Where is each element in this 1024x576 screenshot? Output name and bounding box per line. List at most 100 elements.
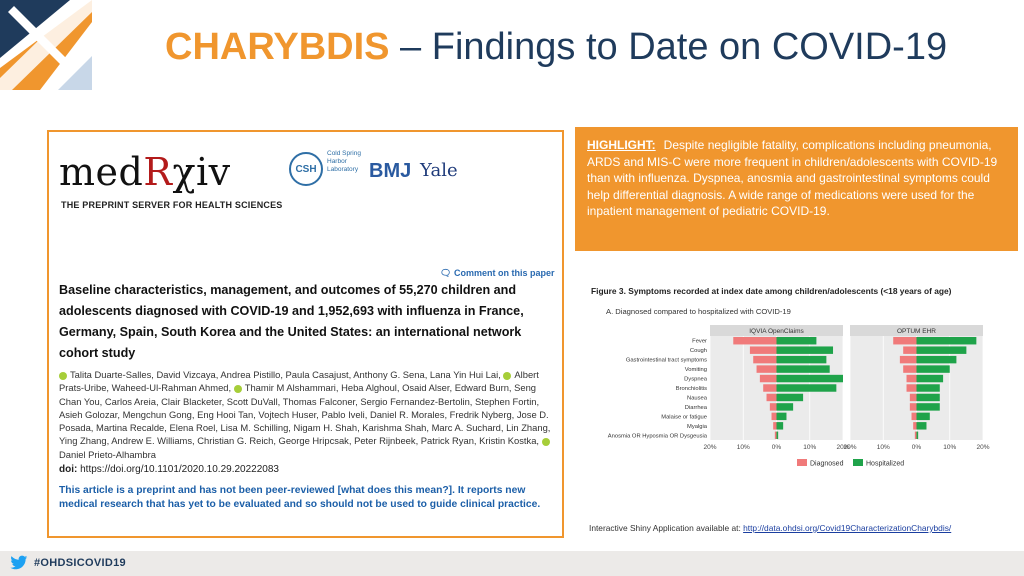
medrxiv-prefix: med (59, 150, 144, 194)
panel-header (850, 325, 983, 336)
doi-value[interactable]: https://doi.org/10.1101/2020.10.29.20222… (80, 464, 279, 475)
bar-diagnosed (906, 374, 917, 383)
shiny-link[interactable]: http://data.ohdsi.org/Covid19Characteriz… (743, 523, 952, 533)
bar-hospitalized (776, 412, 787, 421)
category-label: Nausea (687, 395, 708, 401)
bar-hospitalized (916, 403, 940, 411)
bar-diagnosed (899, 355, 917, 364)
orcid-icon (503, 371, 512, 380)
bar-diagnosed (756, 365, 777, 373)
paper-panel: medRχiv THE PREPRINT SERVER FOR HEALTH S… (47, 130, 564, 538)
bar-diagnosed (769, 403, 777, 411)
x-tick-label: 10% (737, 444, 750, 451)
panel-header (710, 325, 843, 336)
shiny-label: Interactive Shiny Application available … (589, 523, 741, 533)
yale-logo: Yale (420, 160, 458, 181)
bar-hospitalized (916, 346, 967, 354)
authors-c: Thamir M Alshammari, Heba Alghoul, Osaid… (59, 382, 551, 447)
highlight-box: HIGHLIGHT: Despite negligible fatality, c… (575, 127, 1018, 251)
doi-label: doi: (59, 464, 78, 475)
comment-link[interactable]: 🗨 Comment on this paper (440, 268, 554, 279)
bar-hospitalized (776, 384, 837, 392)
bar-diagnosed (759, 374, 777, 383)
bar-hospitalized (916, 431, 919, 439)
bar-diagnosed (909, 393, 917, 402)
bar-hospitalized (776, 337, 817, 345)
x-tick-label: 0% (772, 444, 782, 451)
figure-subtitle: A. Diagnosed compared to hospitalized wi… (606, 307, 791, 316)
category-label: Diarrhea (685, 405, 708, 411)
figure-title: Figure 3. Symptoms recorded at index dat… (591, 286, 952, 296)
bar-diagnosed (906, 384, 917, 392)
authors-a: Talita Duarte-Salles, David Vizcaya, And… (70, 369, 501, 380)
bar-hospitalized (776, 431, 779, 439)
bar-hospitalized (776, 422, 784, 430)
bar-hospitalized (916, 422, 927, 430)
bar-hospitalized (776, 403, 794, 411)
authors-b: Albert Prats-Uribe, Waheed-Ul-Rahman Ahm… (59, 369, 539, 394)
legend-label: Diagnosed (810, 461, 844, 468)
x-tick-label: 10% (803, 444, 816, 451)
bmj-logo: BMJ (369, 160, 412, 182)
bar-diagnosed (733, 337, 777, 345)
medrxiv-logo: medRχiv (59, 150, 231, 194)
authors-d: Daniel Prieto-Alhambra (59, 448, 156, 460)
panel-title: IQVIA OpenClaims (749, 328, 804, 335)
author-list: Talita Duarte-Salles, David Vizcaya, And… (59, 368, 557, 461)
shiny-line: Interactive Shiny Application available … (589, 523, 951, 533)
footer-hashtag: #OHDSICOVID19 (34, 557, 126, 569)
bar-diagnosed (763, 384, 777, 392)
paper-title: Baseline characteristics, management, an… (59, 283, 524, 360)
footer-bar (0, 551, 1024, 576)
bar-hospitalized (916, 393, 940, 402)
bar-diagnosed (903, 365, 917, 373)
bar-diagnosed (913, 422, 917, 430)
bar-diagnosed (771, 412, 777, 421)
category-label: Myalgia (687, 424, 708, 430)
x-tick-label: 20% (836, 444, 849, 451)
category-label: Vomiting (685, 367, 707, 373)
bar-diagnosed (893, 337, 917, 345)
bar-hospitalized (916, 374, 944, 383)
bar-diagnosed (749, 346, 777, 354)
medrxiv-tagline: THE PREPRINT SERVER FOR HEALTH SCIENCES (61, 200, 283, 210)
bar-diagnosed (914, 431, 917, 439)
bar-hospitalized (776, 355, 827, 364)
bar-hospitalized (916, 355, 957, 364)
orcid-icon (541, 438, 550, 446)
x-tick-label: 10% (943, 444, 956, 451)
bar-diagnosed (911, 412, 917, 421)
category-label: Gastrointestinal tract symptoms (626, 358, 707, 364)
comment-link-label: Comment on this paper (453, 268, 555, 278)
category-label: Anosmia OR Hyposmia OR Dysgeusia (608, 433, 708, 439)
bar-diagnosed (909, 403, 917, 411)
category-label: Cough (690, 348, 707, 354)
bar-diagnosed (766, 393, 777, 402)
bar-hospitalized (916, 365, 950, 373)
x-tick-label: 20% (843, 444, 856, 451)
bar-hospitalized (776, 374, 843, 383)
csh-name: Cold Spring Harbor Laboratory (327, 150, 361, 173)
doi-line: doi: https://doi.org/10.1101/2020.10.29.… (59, 464, 279, 475)
bar-diagnosed (774, 431, 777, 439)
symptom-chart: IQVIA OpenClaims 20% 10% 0% 10% 20% OPTUM EHR 2… (608, 325, 990, 468)
x-tick-label: 20% (976, 444, 989, 451)
preprint-note: This article is a preprint and has not b… (59, 485, 541, 510)
x-tick-label: 10% (877, 444, 890, 451)
title-rest: – Findings to Date on COVID-19 (389, 26, 948, 68)
category-label: Dyspnea (684, 377, 708, 383)
csh-logo-icon: CSH (289, 152, 323, 186)
title-accent: CHARYBDIS (165, 26, 390, 68)
x-tick-label: 0% (912, 444, 922, 451)
slide-title: CHARYBDIS – Findings to Date on COVID-19 (165, 26, 947, 69)
legend-swatch (853, 459, 863, 466)
category-label: Bronchiolitis (676, 386, 707, 392)
highlight-text: Despite negligible fatality, complicatio… (587, 138, 998, 219)
speech-bubble-icon: 🗨 (440, 268, 452, 278)
highlight-label: HIGHLIGHT: (587, 138, 656, 152)
medrxiv-suffix: χiv (172, 150, 231, 194)
legend-label: Hospitalized (866, 461, 904, 468)
panel-title: OPTUM EHR (897, 328, 936, 335)
bar-diagnosed (773, 422, 777, 430)
bar-diagnosed (753, 355, 777, 364)
